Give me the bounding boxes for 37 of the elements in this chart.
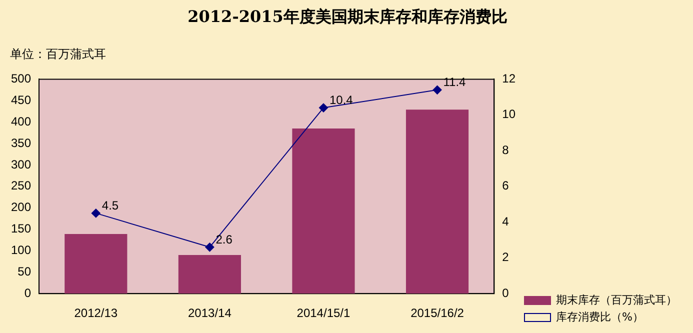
y-tick-label: 250 <box>10 178 32 193</box>
bar <box>406 110 469 294</box>
text: 单位：百万蒲式耳 <box>10 46 106 63</box>
y-tick-label: 300 <box>10 157 32 172</box>
y2-tick-label: 6 <box>502 178 510 193</box>
y-tick-label: 0 <box>24 286 32 300</box>
y-tick-label: 500 <box>10 72 32 86</box>
y-tick-label: 200 <box>10 200 32 214</box>
y2-tick-label: 8 <box>502 142 510 157</box>
legend-label: 库存消费比（%） <box>556 310 644 324</box>
point <box>318 103 328 112</box>
y2-tick-label: 10 <box>502 107 516 122</box>
point <box>432 85 442 94</box>
data-label: 10.4 <box>329 93 354 108</box>
y-tick-label: 150 <box>10 222 32 236</box>
bar <box>64 234 128 294</box>
bar <box>178 255 241 294</box>
y-tick-label: 100 <box>10 243 32 258</box>
y-tick-label: 50 <box>18 264 32 278</box>
y-tick-label: 450 <box>10 92 32 107</box>
y-tick-label: 400 <box>10 114 32 128</box>
x-tick-label: 2014/15/1 <box>296 306 350 320</box>
point <box>91 208 100 218</box>
chart-title: 2012-2015年度美国期末库存和库存消费比 <box>188 6 508 26</box>
y2-tick-label: 0 <box>502 286 510 300</box>
legend-label: 期末库存（百万蒲式耳） <box>556 293 677 306</box>
x-tick-label: 2013/14 <box>188 306 232 320</box>
point <box>205 242 214 252</box>
data-label: 2.6 <box>216 232 233 246</box>
data-label: 4.5 <box>102 198 119 213</box>
y2-tick-label: 4 <box>502 214 510 228</box>
x-tick-label: 2012/13 <box>74 306 118 320</box>
y2-tick-label: 12 <box>502 72 516 86</box>
y-tick-label: 350 <box>10 136 32 150</box>
bar <box>292 128 355 294</box>
y2-tick-label: 2 <box>502 250 510 264</box>
x-tick-label: 2015/16/2 <box>410 306 464 320</box>
